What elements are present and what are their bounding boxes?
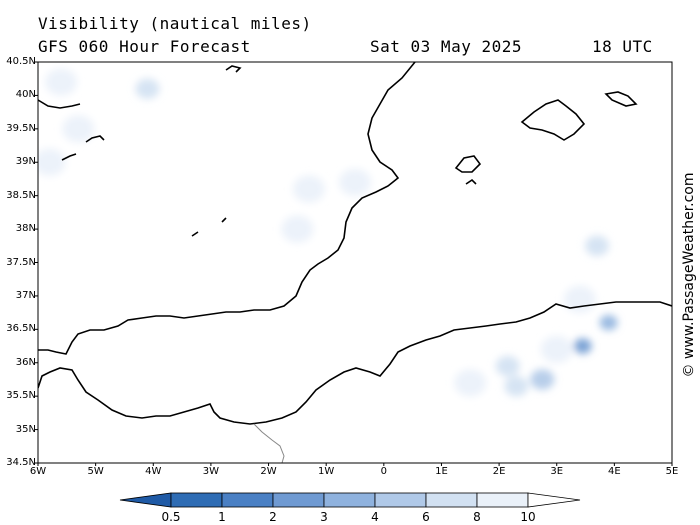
lat-label: 37N [15,289,36,301]
colorbar-segment [476,492,529,508]
lat-label: 35N [15,423,36,435]
lon-label: 3E [550,466,564,477]
forecast-time: 18 UTC [592,37,653,56]
colorbar-tick-label: 3 [320,510,328,524]
visibility-patch [495,355,520,377]
lon-label: 5E [665,466,679,477]
lat-label: 34.5N [6,457,36,468]
visibility-patch [599,315,618,331]
lon-label: 0 [380,466,387,477]
colorbar-min-arrow [119,492,172,508]
lat-label: 38N [15,223,36,235]
portugal-coast [38,99,81,109]
lon-label: 3W [202,466,220,477]
africa-coast [38,301,672,425]
lat-label: 36N [15,356,36,368]
visibility-patch [585,235,610,256]
colorbar-max-arrow [527,492,581,508]
visibility-patch [38,148,66,176]
forecast-date: Sat 03 May 2025 [370,37,522,56]
visibility-patch [135,78,160,99]
islet-north [225,65,242,73]
mallorca [520,99,586,141]
lon-label: 5W [87,466,104,477]
visibility-patch [563,285,596,313]
visibility-patch [281,215,314,243]
visibility-patch [530,369,555,390]
visibility-patch [339,168,371,196]
map-frame-bg [38,62,672,463]
colorbar-segment [374,492,427,508]
lon-label: 4W [145,466,162,477]
colorbar-tick-label: 0.5 [161,510,181,524]
colorbar-tick-label: 10 [520,510,536,524]
coastlines [38,62,672,425]
chart-title: Visibility (nautical miles) [38,14,312,33]
colorbar [119,492,581,508]
lat-label: 36.5N [6,323,36,335]
visibility-patch [454,369,487,397]
visibility-patch [45,68,78,96]
formentera [465,178,477,185]
lat-label: 39N [15,156,36,168]
spain-coast [38,62,416,355]
islet-west-2 [221,217,227,223]
colorbar-tick-label: 6 [422,510,430,524]
forecast-label: GFS 060 Hour Forecast [38,37,251,56]
colorbar-segment [323,492,376,508]
colorbar-segment [425,492,478,508]
lat-label: 40.5N [6,56,36,67]
ibiza [454,155,482,173]
axis-ticks [35,61,673,466]
colorbar-tick-label: 1 [218,510,226,524]
lon-label: 1W [318,466,335,477]
visibility-patch [504,375,529,397]
colorbar-segment [170,492,223,508]
colorbar-segment [272,492,325,508]
portugal-bay [85,135,105,143]
visibility-patch [292,175,325,203]
colorbar-tick-label: 4 [371,510,379,524]
lon-label: 6W [29,466,47,477]
colorbar-segment [221,492,274,508]
lon-label: 1E [435,466,448,477]
visibility-patch [540,335,573,363]
lat-label: 40N [15,89,36,101]
visibility-layer [38,68,618,397]
lon-label: 2E [492,466,506,477]
visibility-patch [62,115,95,143]
lat-label: 39.5N [6,122,36,134]
visibility-patch [573,338,592,354]
border-line [253,423,285,464]
menorca [604,91,638,107]
colorbar-tick-label: 2 [269,510,277,524]
colorbar-tick-label: 8 [473,510,481,524]
lat-label: 38.5N [6,189,36,201]
lat-label: 37.5N [6,256,36,268]
lon-label: 2W [260,466,277,477]
credit-text: © www.PassageWeather.com [681,172,697,378]
lat-label: 35.5N [6,390,36,402]
portugal-inlet [61,153,77,161]
islet-west [191,231,199,237]
lon-label: 4E [608,466,621,477]
